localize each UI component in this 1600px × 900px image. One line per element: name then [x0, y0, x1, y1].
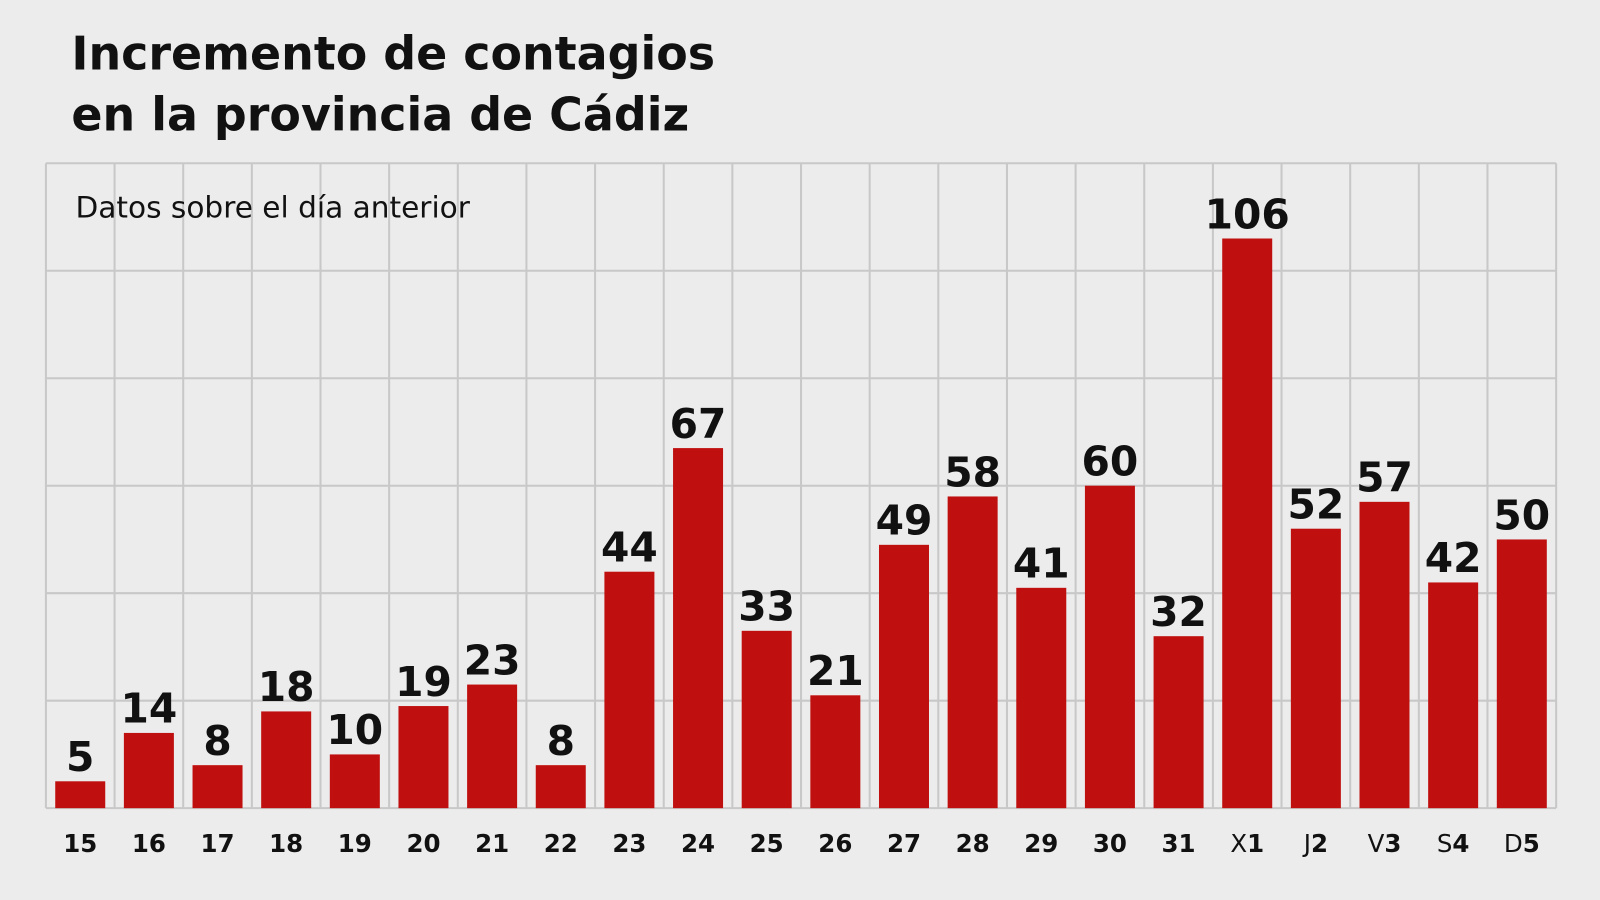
- value-label: 10: [326, 706, 383, 754]
- x-tick-label: 31: [1162, 829, 1196, 858]
- bar: [329, 754, 380, 809]
- value-label: 41: [1013, 540, 1070, 588]
- bar: [398, 706, 449, 809]
- x-tick-label: 27: [887, 829, 921, 858]
- x-tick-label: 15: [63, 829, 97, 858]
- value-label: 50: [1493, 491, 1550, 539]
- bar: [878, 544, 929, 809]
- value-label: 58: [944, 448, 1001, 496]
- bar: [1290, 528, 1341, 809]
- x-tick-label: D5: [1504, 829, 1540, 858]
- x-tick-label: 29: [1024, 829, 1058, 858]
- chart-title-line1: Incremento de contagios: [71, 26, 715, 80]
- bar: [1016, 587, 1067, 809]
- x-tick-label: V3: [1368, 829, 1402, 858]
- value-label: 49: [876, 497, 933, 545]
- value-label: 52: [1287, 481, 1344, 529]
- value-label: 67: [670, 400, 727, 448]
- x-axis-ticks: 15 16 17 18 19 20 21 22 23 24 25 26 27 28 29 30 31 X1 J2 V3…: [63, 829, 1540, 858]
- value-label: 14: [120, 685, 177, 733]
- value-label: 18: [258, 663, 315, 711]
- bar: [1153, 636, 1204, 809]
- x-tick-label: 16: [132, 829, 166, 858]
- bar: [1359, 501, 1410, 809]
- value-label: 8: [547, 717, 575, 765]
- x-tick-label: 17: [201, 829, 235, 858]
- value-label: 44: [601, 523, 658, 571]
- x-tick-label: 21: [475, 829, 509, 858]
- bar: [1222, 238, 1273, 809]
- bar: [810, 695, 861, 809]
- value-label: 19: [395, 658, 452, 706]
- bar: [261, 711, 312, 809]
- grid: [44, 162, 1558, 810]
- value-label: 60: [1082, 438, 1139, 486]
- bars: [55, 238, 1547, 809]
- bar: [1428, 582, 1479, 809]
- chart-title-line2: en la provincia de Cádiz: [71, 88, 689, 142]
- x-tick-label: J2: [1302, 829, 1328, 858]
- x-tick-label: 23: [612, 829, 646, 858]
- bar: [55, 781, 106, 809]
- value-label: 42: [1425, 534, 1482, 582]
- x-tick-label: 30: [1093, 829, 1127, 858]
- value-label: 21: [807, 647, 864, 695]
- value-label: 57: [1356, 454, 1413, 502]
- x-tick-label: 18: [269, 829, 303, 858]
- bar: [741, 630, 792, 809]
- bar: [1496, 539, 1547, 809]
- chart-subtitle: Datos sobre el día anterior: [76, 190, 471, 224]
- x-tick-label: 28: [956, 829, 990, 858]
- bar: [1084, 485, 1135, 809]
- value-label: 5: [66, 733, 94, 781]
- x-tick-label: X1: [1230, 829, 1264, 858]
- value-label: 33: [738, 583, 795, 631]
- x-tick-label: 26: [818, 829, 852, 858]
- bar: [673, 448, 724, 809]
- bar: [123, 732, 174, 809]
- bar: [604, 571, 655, 809]
- bar: [947, 496, 998, 809]
- value-label: 32: [1150, 588, 1207, 636]
- x-tick-label: 24: [681, 829, 715, 858]
- x-tick-label: 22: [544, 829, 578, 858]
- x-tick-label: 25: [750, 829, 784, 858]
- value-label: 8: [203, 717, 231, 765]
- value-label: 106: [1205, 190, 1290, 238]
- x-tick-label: 19: [338, 829, 372, 858]
- bar: [192, 765, 243, 809]
- x-tick-label: S4: [1437, 829, 1470, 858]
- x-tick-label: 20: [406, 829, 440, 858]
- value-label: 23: [464, 636, 521, 684]
- bar: [535, 765, 586, 809]
- bar: [467, 684, 518, 809]
